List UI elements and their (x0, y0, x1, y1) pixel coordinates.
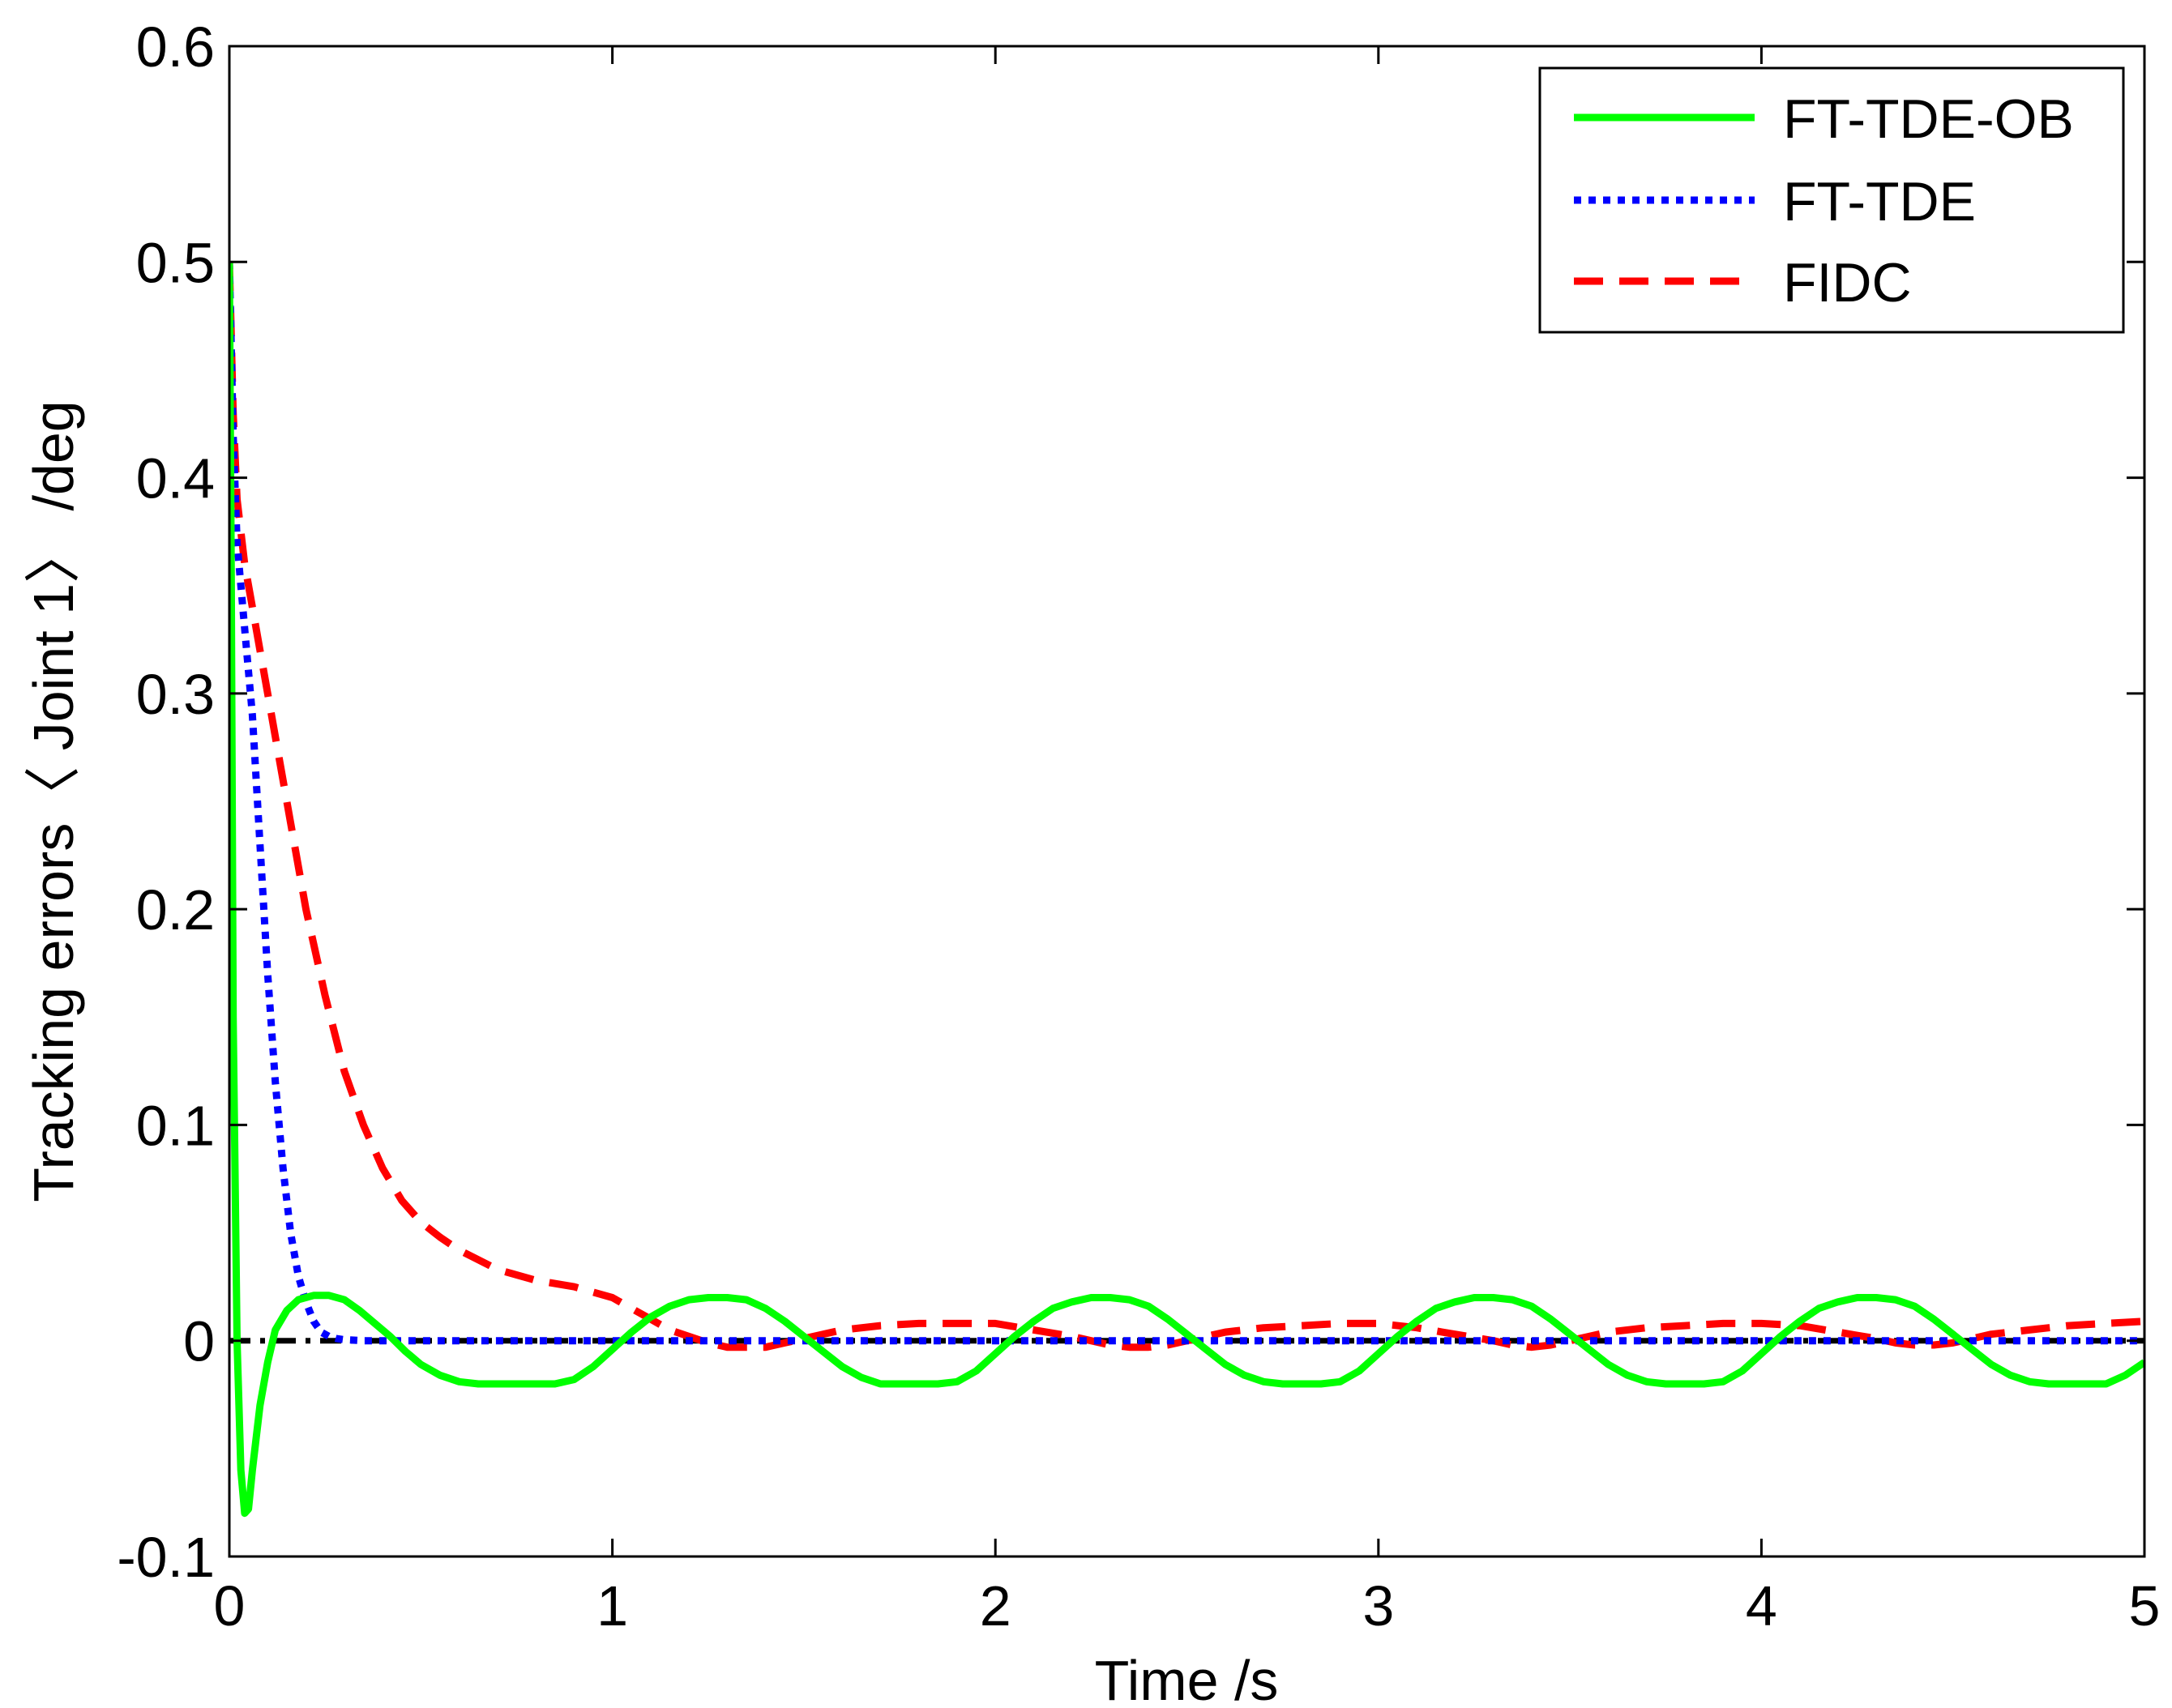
series-line-ft-tde-ob (229, 262, 2144, 1518)
x-tick-label-1: 1 (596, 1574, 628, 1638)
y-tick-label-0: -0.1 (117, 1526, 215, 1589)
x-tick-label-3: 3 (1362, 1574, 1394, 1638)
y-tick-label-6: 0.5 (136, 231, 215, 294)
x-tick-label-5: 5 (2129, 1574, 2161, 1638)
y-tick-label-4: 0.3 (136, 663, 215, 726)
legend: FT-TDE-OB FT-TDE FIDC (1538, 66, 2125, 334)
plot-frame (228, 45, 2146, 1558)
y-axis-label: Tracking errors〈 Joint 1〉 /deg (22, 400, 85, 1202)
y-tick-label-7: 0.6 (136, 15, 215, 79)
y-tick-label-2: 0.1 (136, 1094, 215, 1157)
tick-layer: 0 1 2 3 4 5-0.100.10.20.30.40.50.6 (117, 15, 2160, 1638)
series-layer (229, 262, 2144, 1518)
y-tick-label-1: 0 (183, 1310, 215, 1373)
x-tick-label-4: 4 (1746, 1574, 1777, 1638)
y-tick-label-3: 0.2 (136, 878, 215, 942)
x-tick-label-0: 0 (214, 1574, 246, 1638)
series-line-ft-tde (229, 262, 2144, 1345)
series-line-fidc (229, 262, 2144, 1351)
legend-label-ft-tde: FT-TDE (1783, 171, 1976, 233)
x-tick-label-2: 2 (980, 1574, 1011, 1638)
legend-label-ft-tde-ob: FT-TDE-OB (1783, 88, 2074, 150)
x-axis-label: Time /s (1095, 1649, 1279, 1708)
legend-label-fidc: FIDC (1783, 252, 1912, 314)
y-tick-label-5: 0.4 (136, 447, 215, 510)
